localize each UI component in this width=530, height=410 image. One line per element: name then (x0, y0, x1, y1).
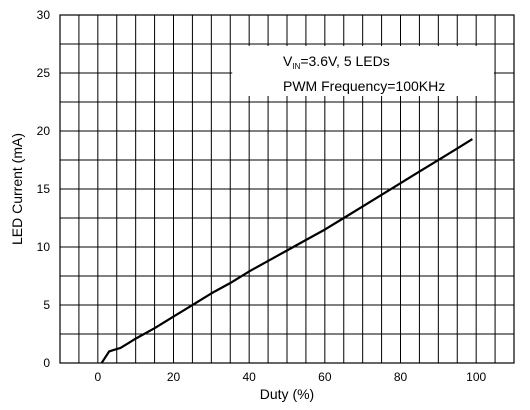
annotation-box-background (232, 46, 494, 96)
annotation-line-1-suffix: =3.6V, 5 LEDs (300, 53, 389, 69)
annotation-box: VIN=3.6V, 5 LEDs PWM Frequency=100KHz (232, 46, 494, 96)
y-tick-label: 30 (37, 8, 51, 22)
x-tick-label: 20 (167, 370, 181, 384)
x-tick-label: 80 (394, 370, 408, 384)
y-axis-label: LED Current (mA) (9, 133, 25, 245)
plot-border (59, 14, 515, 364)
y-tick-label: 25 (37, 66, 51, 80)
y-tick-label: 20 (37, 124, 51, 138)
plot-frame (59, 14, 515, 364)
y-tick-label: 5 (43, 298, 50, 312)
annotation-v-prefix: V (283, 53, 293, 69)
y-tick-labels: 0 5 10 15 20 25 30 (37, 8, 51, 370)
annotation-line-2: PWM Frequency=100KHz (283, 78, 445, 94)
y-tick-label: 0 (43, 356, 50, 370)
x-tick-label: 0 (94, 370, 101, 384)
annotation-line-1: VIN=3.6V, 5 LEDs (283, 53, 390, 71)
x-tick-label: 60 (318, 370, 332, 384)
annotation-subscript: IN (292, 62, 300, 71)
y-tick-label: 10 (37, 240, 51, 254)
x-tick-label: 40 (242, 370, 256, 384)
x-tick-label: 100 (466, 370, 486, 384)
x-tick-labels: 0 20 40 60 80 100 (94, 370, 486, 384)
series-layer (100, 138, 473, 364)
series-line (100, 138, 473, 364)
y-tick-label: 15 (37, 182, 51, 196)
x-axis-label: Duty (%) (260, 386, 314, 402)
